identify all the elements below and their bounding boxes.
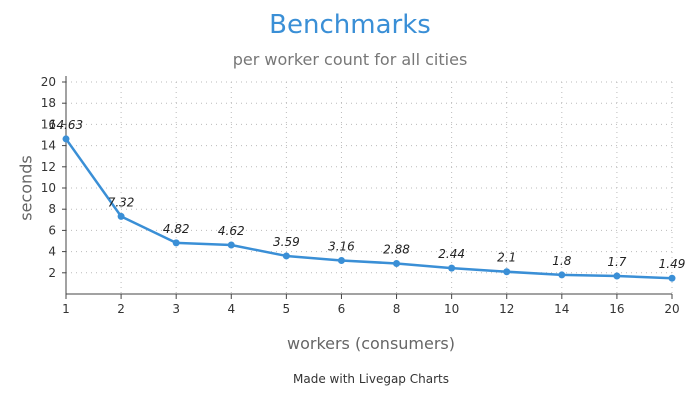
- x-tick-label: 12: [499, 302, 514, 316]
- data-point: [503, 268, 511, 276]
- axes: [62, 76, 673, 299]
- x-tick-label: 4: [227, 302, 235, 316]
- y-tick-label: 18: [41, 96, 56, 110]
- data-label: 7.32: [108, 195, 135, 209]
- chart-title: Benchmarks: [269, 10, 431, 40]
- x-tick-label: 10: [444, 302, 459, 316]
- data-point: [448, 264, 456, 272]
- data-point: [337, 257, 345, 265]
- x-tick-label: 8: [393, 302, 401, 316]
- x-tick-label: 3: [172, 302, 180, 316]
- data-point: [172, 239, 180, 247]
- data-point: [62, 135, 70, 143]
- y-tick-label: 20: [41, 75, 56, 89]
- x-tick-label: 6: [338, 302, 346, 316]
- data-label: 1.8: [552, 254, 571, 268]
- y-tick-label: 6: [48, 223, 56, 237]
- data-point: [393, 259, 401, 267]
- x-tick-label: 14: [554, 302, 569, 316]
- data-label: 3.59: [273, 235, 300, 249]
- x-axis-label: workers (consumers): [286, 334, 456, 353]
- x-tick-label: 5: [283, 302, 291, 316]
- x-tick-label: 1: [62, 302, 70, 316]
- data-point: [668, 274, 676, 282]
- series-line: [64, 138, 673, 280]
- y-tick-label: 2: [48, 266, 56, 280]
- grid-lines: [66, 81, 673, 294]
- data-label: 2.44: [438, 247, 465, 261]
- credit-text: Made with Livegap Charts: [293, 372, 449, 386]
- data-series: [64, 138, 673, 280]
- data-points: [62, 135, 676, 282]
- y-tick-label: 10: [41, 181, 56, 195]
- data-point: [227, 241, 235, 249]
- data-label: 2.1: [497, 251, 516, 265]
- data-point: [282, 252, 290, 260]
- x-tick-label: 2: [117, 302, 125, 316]
- data-label: 1.49: [659, 257, 686, 271]
- data-point: [613, 272, 621, 280]
- data-point: [558, 271, 566, 279]
- chart-subtitle: per worker count for all cities: [232, 50, 468, 69]
- data-label: 2.88: [383, 242, 410, 256]
- x-tick-label: 20: [664, 302, 679, 316]
- data-labels: 14.63 7.32 4.82 4.62 3.59 3.16 2.88 2.44 2.1 1.8 1…: [49, 118, 686, 271]
- y-tick-label: 16: [41, 117, 56, 131]
- data-label: 4.82: [163, 222, 190, 236]
- y-tick-label: 8: [48, 202, 56, 216]
- y-tick-label: 4: [48, 245, 56, 259]
- data-point: [117, 212, 125, 220]
- data-label: 14.63: [49, 118, 83, 132]
- x-tick-label: 16: [609, 302, 624, 316]
- data-label: 4.62: [218, 224, 245, 238]
- x-tick-labels: 1 2 3 4 5 6 8 10 12 14 16 20: [62, 302, 679, 316]
- y-tick-label: 12: [41, 160, 56, 174]
- y-tick-labels: 2 4 6 8 10 12 14 16 18 20: [41, 75, 56, 280]
- y-tick-label: 14: [41, 139, 56, 153]
- data-label: 1.7: [607, 255, 626, 269]
- data-label: 3.16: [328, 240, 355, 254]
